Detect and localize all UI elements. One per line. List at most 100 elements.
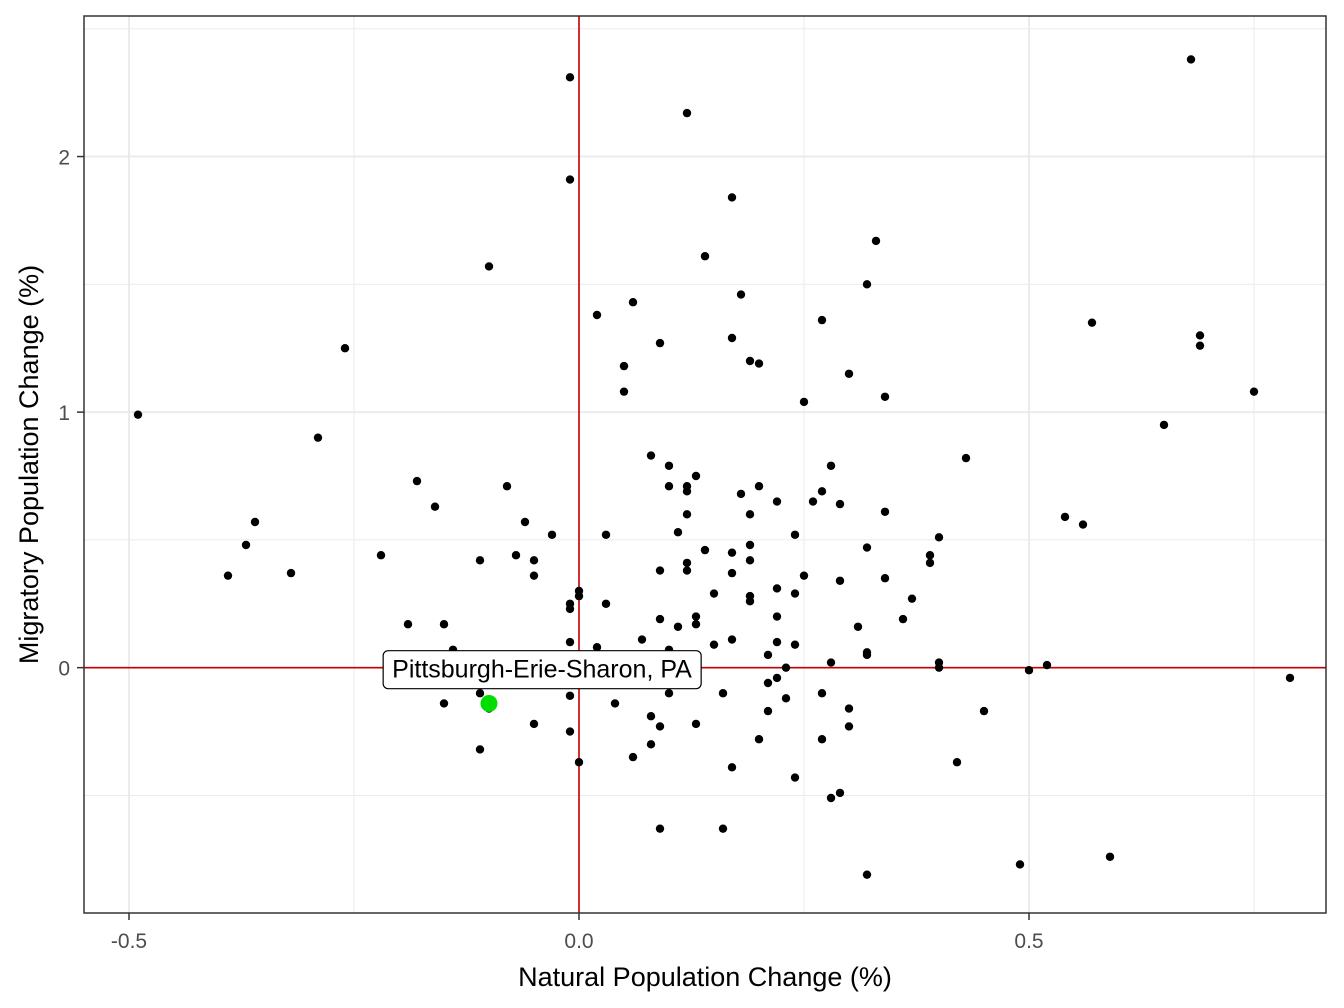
data-point xyxy=(934,533,944,542)
data-point xyxy=(718,824,728,833)
data-point xyxy=(655,566,665,575)
data-point xyxy=(340,344,350,353)
data-point xyxy=(808,497,818,506)
data-point xyxy=(745,597,755,606)
x-tick-label: -0.5 xyxy=(111,930,147,953)
data-point xyxy=(286,568,296,578)
data-point xyxy=(844,704,854,713)
data-point xyxy=(745,510,755,519)
data-point xyxy=(817,689,827,698)
data-point xyxy=(925,551,935,560)
data-point xyxy=(781,663,791,672)
data-point xyxy=(682,108,692,118)
data-point xyxy=(1024,666,1034,675)
data-point xyxy=(439,620,449,629)
data-point xyxy=(709,640,719,649)
data-point xyxy=(637,635,647,644)
data-point xyxy=(691,719,701,729)
data-point xyxy=(826,461,836,470)
data-point xyxy=(745,556,755,565)
data-point xyxy=(1060,512,1070,522)
data-point xyxy=(745,356,755,366)
reference-lines xyxy=(84,16,1326,913)
data-point xyxy=(475,689,485,698)
data-point xyxy=(1195,331,1205,340)
data-point xyxy=(835,576,845,585)
annotation: Pittsburgh-Erie-Sharon, PA xyxy=(382,650,702,690)
data-point xyxy=(691,471,701,481)
data-points xyxy=(133,55,1295,879)
data-point xyxy=(754,482,764,491)
data-point xyxy=(772,612,782,621)
data-point xyxy=(736,489,746,499)
data-point xyxy=(763,650,773,660)
highlight-label: Pittsburgh-Erie-Sharon, PA xyxy=(392,656,692,684)
highlight-point xyxy=(480,694,498,712)
data-point xyxy=(664,482,674,491)
data-point xyxy=(862,650,872,660)
data-point xyxy=(790,640,800,649)
data-point xyxy=(754,359,764,368)
data-point xyxy=(655,824,665,833)
data-point xyxy=(655,614,665,624)
data-point xyxy=(565,637,575,647)
data-point xyxy=(700,252,710,261)
y-tick-label: 2 xyxy=(58,147,70,170)
data-point xyxy=(799,571,809,580)
data-point xyxy=(403,620,413,629)
data-point xyxy=(673,622,683,631)
data-point xyxy=(880,507,890,516)
data-point xyxy=(223,571,233,580)
data-point xyxy=(790,530,800,539)
data-point xyxy=(601,530,611,539)
data-point xyxy=(952,758,962,767)
data-point xyxy=(745,540,755,550)
data-point xyxy=(313,433,323,442)
data-point xyxy=(133,410,143,419)
data-point xyxy=(655,338,665,348)
data-point xyxy=(835,499,845,509)
data-point xyxy=(250,517,260,527)
data-point xyxy=(1195,341,1205,350)
data-point xyxy=(826,658,836,667)
y-axis-title: Migratory Population Change (%) xyxy=(14,265,44,664)
data-point xyxy=(763,678,773,688)
x-tick-label: 0.0 xyxy=(564,930,593,953)
grid xyxy=(84,16,1326,913)
data-point xyxy=(862,870,872,879)
data-point xyxy=(592,310,602,320)
data-point xyxy=(601,599,611,608)
data-point xyxy=(1186,55,1196,64)
data-point xyxy=(700,545,710,555)
data-point xyxy=(772,497,782,506)
data-point xyxy=(511,551,521,560)
data-point xyxy=(619,361,629,371)
data-point xyxy=(844,722,854,731)
data-point xyxy=(646,451,656,460)
data-point xyxy=(574,758,584,767)
data-point xyxy=(790,773,800,782)
data-point xyxy=(817,487,827,496)
y-axis: 0 1 2 xyxy=(58,147,84,681)
y-tick-label: 0 xyxy=(58,658,70,681)
data-point xyxy=(529,571,539,580)
data-point xyxy=(565,73,575,82)
data-point xyxy=(628,752,638,762)
data-point xyxy=(727,333,737,343)
data-point xyxy=(979,706,989,716)
data-point xyxy=(763,706,773,716)
data-point xyxy=(628,298,638,307)
data-point xyxy=(673,528,683,537)
data-point xyxy=(835,788,845,798)
data-point xyxy=(826,793,836,803)
data-point xyxy=(439,699,449,708)
x-axis: -0.5 0.0 0.5 xyxy=(111,913,1044,953)
data-point xyxy=(565,691,575,700)
data-point xyxy=(934,663,944,672)
data-point xyxy=(898,614,908,624)
data-point xyxy=(664,689,674,698)
data-point xyxy=(727,635,737,644)
data-point xyxy=(682,487,692,496)
data-point xyxy=(1105,852,1115,861)
